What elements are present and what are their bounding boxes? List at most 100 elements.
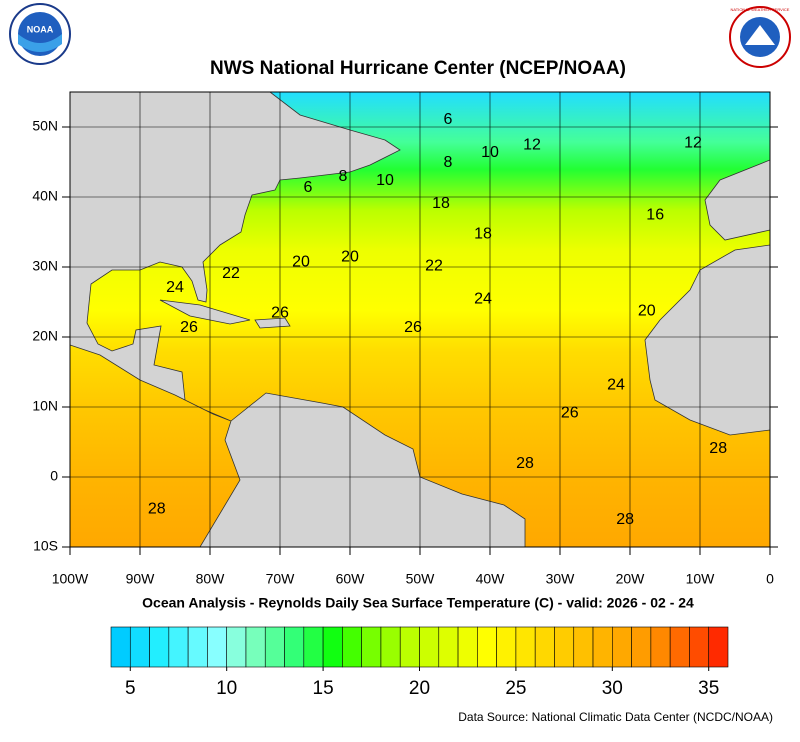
colorbar-cell bbox=[592, 626, 613, 668]
colorbar-cell bbox=[303, 626, 324, 668]
y-tick-label: 40N bbox=[32, 188, 58, 204]
africa bbox=[644, 244, 770, 436]
colorbar-cell bbox=[708, 626, 729, 668]
y-tick-label: 30N bbox=[32, 258, 58, 274]
colorbar-tick-label: 15 bbox=[313, 678, 334, 699]
colorbar-cell bbox=[129, 626, 150, 668]
contour-label: 28 bbox=[616, 511, 634, 528]
colorbar-cell bbox=[110, 626, 131, 668]
contour-label: 10 bbox=[481, 144, 499, 161]
contour-label: 24 bbox=[474, 290, 492, 307]
contour-label: 28 bbox=[516, 455, 534, 472]
contour-label: 24 bbox=[166, 279, 184, 296]
colorbar-cell bbox=[496, 626, 517, 668]
colorbar-cell bbox=[322, 626, 343, 668]
x-tick-label: 0 bbox=[766, 571, 774, 587]
x-tick-label: 90W bbox=[126, 571, 156, 587]
grid: 100W 90W 80W 70W 60W 50W 40W 30W 20W 10W 0 10S 0 10N 2… bbox=[32, 92, 778, 587]
x-tick-label: 10W bbox=[686, 571, 716, 587]
colorbar-cell bbox=[477, 626, 497, 668]
contour-label: 26 bbox=[404, 319, 422, 336]
contour-label: 26 bbox=[271, 304, 289, 321]
colorbar-cell bbox=[168, 626, 189, 668]
logo-text: NOAA bbox=[27, 24, 54, 34]
x-tick-label: 80W bbox=[196, 571, 226, 587]
x-tick-label: 100W bbox=[52, 571, 89, 587]
colorbar-cell bbox=[419, 626, 440, 668]
colorbar-tick-label: 30 bbox=[602, 678, 623, 699]
contour-label: 20 bbox=[638, 302, 656, 319]
contour-label: 8 bbox=[444, 154, 453, 171]
colorbar-cell bbox=[187, 626, 208, 668]
colorbar-tick-label: 5 bbox=[125, 678, 136, 699]
colorbar-cell bbox=[361, 626, 382, 668]
colorbar-cell bbox=[284, 626, 305, 668]
contour-label: 22 bbox=[425, 258, 443, 275]
colorbar-cell bbox=[669, 626, 690, 668]
contour-label: 6 bbox=[304, 179, 313, 196]
nws-logo: NATIONAL WEATHER SERVICE bbox=[729, 6, 791, 68]
contour-labels: 6 12 10 12 8 6 8 10 18 16 18 20 20 22 22 24 24 26 26 26 20 24… bbox=[148, 111, 727, 528]
contour-label: 28 bbox=[148, 500, 166, 517]
x-tick-label: 70W bbox=[266, 571, 296, 587]
colorbar-tick-label: 25 bbox=[505, 678, 526, 699]
hispaniola bbox=[254, 317, 291, 329]
contour-label: 8 bbox=[339, 168, 348, 185]
contour-label: 20 bbox=[292, 253, 310, 270]
subtitle: Ocean Analysis - Reynolds Daily Sea Surf… bbox=[142, 595, 694, 611]
colorbar-cell bbox=[342, 626, 362, 668]
cuba bbox=[159, 299, 251, 325]
europe bbox=[704, 159, 770, 241]
contour-label: 20 bbox=[341, 248, 359, 265]
contour-label: 28 bbox=[709, 440, 727, 457]
colorbar-cell bbox=[689, 626, 710, 668]
colorbar-cell bbox=[207, 626, 227, 668]
x-tick-label: 20W bbox=[616, 571, 646, 587]
colorbar-cell bbox=[573, 626, 594, 668]
south-america bbox=[199, 392, 526, 547]
colorbar-cell bbox=[399, 626, 420, 668]
contour-label: 12 bbox=[684, 134, 702, 151]
contour-label: 16 bbox=[646, 206, 664, 223]
contour-label: 26 bbox=[180, 319, 198, 336]
colorbar-cell bbox=[631, 626, 652, 668]
colorbar-cell bbox=[438, 626, 459, 668]
contour-label: 12 bbox=[523, 136, 541, 153]
colorbar-cell bbox=[650, 626, 671, 668]
colorbar-cell bbox=[515, 626, 536, 668]
colorbar: 5 10 15 20 25 30 35 bbox=[110, 626, 729, 699]
contour-label: 26 bbox=[561, 405, 579, 422]
north-america bbox=[70, 92, 401, 422]
colorbar-cell bbox=[534, 626, 555, 668]
contour-label: 6 bbox=[444, 111, 453, 128]
colorbar-tick-label: 10 bbox=[216, 678, 237, 699]
contour-label: 18 bbox=[432, 195, 450, 212]
contour-label: 10 bbox=[376, 172, 394, 189]
colorbar-cell bbox=[612, 626, 632, 668]
y-tick-label: 0 bbox=[50, 468, 58, 484]
colorbar-cell bbox=[380, 626, 401, 668]
colorbar-cell bbox=[554, 626, 575, 668]
x-tick-label: 60W bbox=[336, 571, 366, 587]
y-tick-label: 50N bbox=[32, 118, 58, 134]
colorbar-cell bbox=[264, 626, 285, 668]
y-tick-label: 10S bbox=[33, 538, 58, 554]
colorbar-cell bbox=[149, 626, 170, 668]
logo-text: NATIONAL WEATHER SERVICE bbox=[731, 7, 790, 12]
colorbar-tick-label: 20 bbox=[409, 678, 430, 699]
x-tick-label: 30W bbox=[546, 571, 576, 587]
noaa-logo: NOAA bbox=[9, 3, 71, 65]
chart-title: NWS National Hurricane Center (NCEP/NOAA… bbox=[210, 58, 626, 79]
colorbar-tick-label: 35 bbox=[698, 678, 719, 699]
y-tick-label: 20N bbox=[32, 328, 58, 344]
colorbar-cell bbox=[245, 626, 266, 668]
colorbar-cell bbox=[457, 626, 478, 668]
contour-label: 24 bbox=[607, 377, 625, 394]
x-tick-label: 40W bbox=[476, 571, 506, 587]
x-tick-label: 50W bbox=[406, 571, 436, 587]
plot-frame bbox=[69, 91, 771, 548]
contour-label: 18 bbox=[474, 225, 492, 242]
y-tick-label: 10N bbox=[32, 398, 58, 414]
contour-label: 22 bbox=[222, 265, 240, 282]
